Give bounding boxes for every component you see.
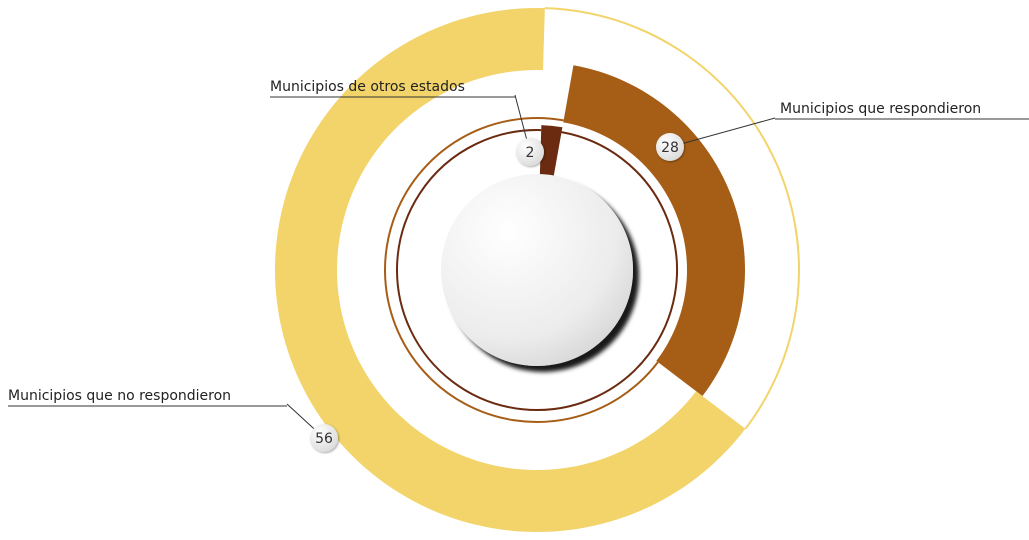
center-disc [441, 174, 633, 366]
value-label: 28 [661, 140, 679, 156]
segment [563, 65, 745, 397]
category-label: Municipios que no respondieron [8, 388, 231, 404]
thin-arc [384, 117, 659, 423]
labels: Municipios de otros estados 2 Municipios q… [8, 79, 1029, 452]
value-bubble [656, 133, 684, 161]
value-bubble [310, 424, 338, 452]
value-label: 56 [315, 431, 333, 447]
leader-line [669, 117, 776, 148]
category-label: Municipios de otros estados [270, 79, 465, 95]
value-bubble [516, 138, 544, 166]
segment [539, 125, 563, 182]
thin-arc [395, 129, 678, 411]
value-label: 2 [526, 145, 535, 161]
category-label: Municipios que respondieron [780, 101, 981, 117]
rings [274, 7, 800, 533]
thin-arc [544, 7, 800, 430]
